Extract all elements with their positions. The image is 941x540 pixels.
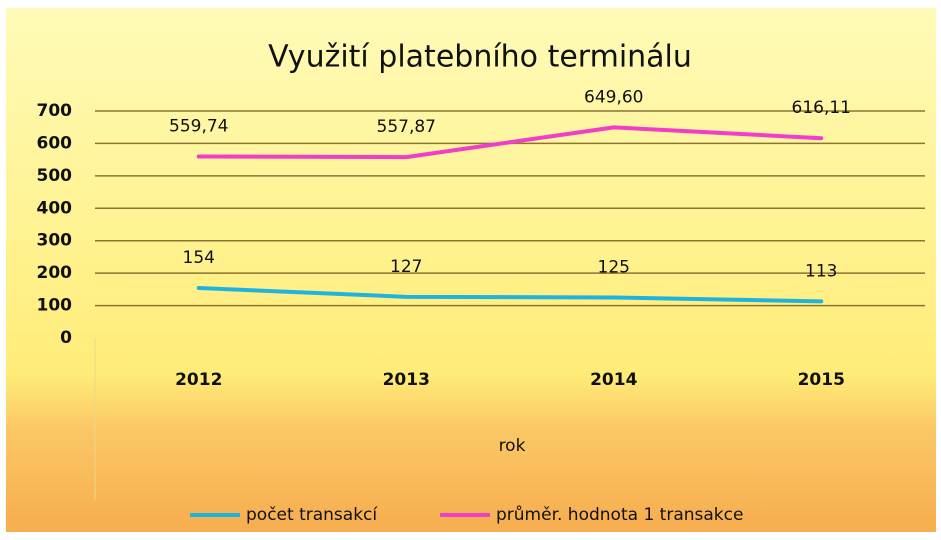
- y-tick-label: 300: [37, 231, 73, 251]
- data-label: 616,11: [792, 98, 851, 118]
- data-label: 154: [183, 248, 215, 268]
- legend-label: počet transakcí: [246, 505, 378, 525]
- legend-label: průměr. hodnota 1 transakce: [496, 505, 743, 525]
- y-tick-label: 500: [37, 166, 73, 186]
- x-tick-label: 2013: [383, 370, 430, 390]
- series-line: [196, 286, 824, 304]
- data-label: 113: [805, 261, 837, 281]
- x-tick-label: 2015: [798, 370, 845, 390]
- y-tick-label: 700: [37, 101, 73, 121]
- x-axis-label: rok: [499, 436, 526, 456]
- y-tick-label: 100: [37, 296, 73, 316]
- data-label: 559,74: [169, 116, 228, 136]
- series-line: [196, 125, 824, 160]
- y-tick-label: 200: [37, 263, 73, 283]
- y-tick-label: 400: [37, 198, 73, 218]
- y-tick-label: 0: [60, 328, 72, 348]
- data-label: 557,87: [377, 117, 436, 137]
- y-tick-label: 600: [37, 133, 73, 153]
- data-label: 127: [390, 257, 422, 277]
- data-label: 125: [598, 257, 630, 277]
- data-label: 649,60: [584, 87, 643, 107]
- x-tick-label: 2012: [175, 370, 222, 390]
- chart-title: Využití platebního terminálu: [268, 40, 692, 75]
- x-tick-label: 2014: [590, 370, 637, 390]
- chart-background: [6, 8, 936, 532]
